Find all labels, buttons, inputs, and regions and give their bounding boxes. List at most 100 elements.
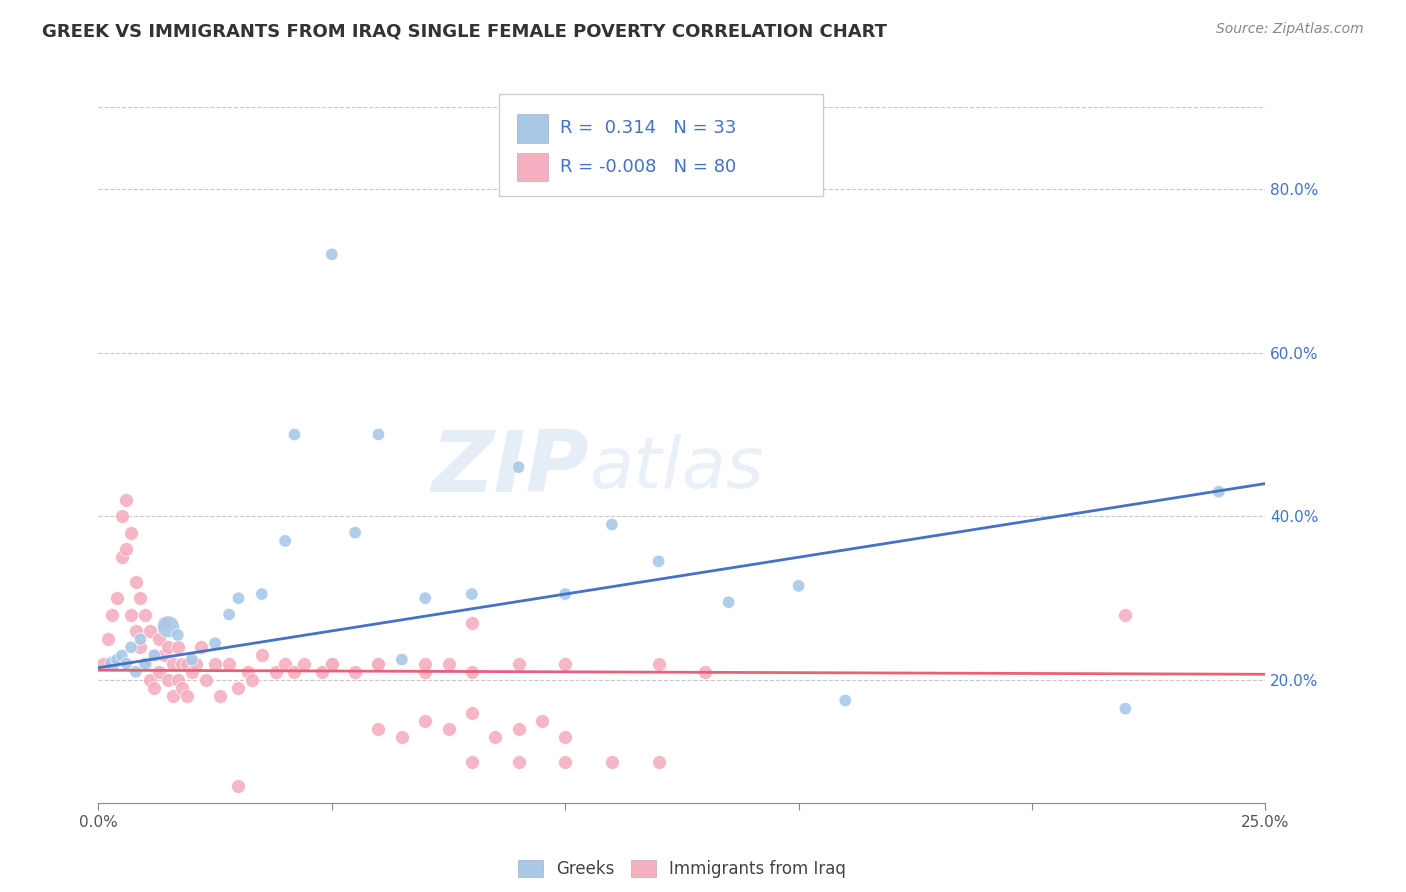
Point <box>647 657 669 671</box>
Point <box>180 665 202 679</box>
Point <box>157 673 180 687</box>
Point <box>208 690 231 704</box>
Point <box>600 755 623 769</box>
Point <box>111 648 134 663</box>
Point <box>283 665 305 679</box>
Point <box>484 731 506 745</box>
Point <box>391 652 413 666</box>
Point <box>1208 484 1230 499</box>
Point <box>176 657 198 671</box>
Point <box>91 657 114 671</box>
Point <box>115 542 138 557</box>
Point <box>413 665 436 679</box>
Point <box>162 657 184 671</box>
Point <box>283 427 305 442</box>
Point <box>717 595 740 609</box>
Point <box>148 632 170 646</box>
Point <box>1114 607 1136 622</box>
Point <box>139 624 162 638</box>
Legend: Greeks, Immigrants from Iraq: Greeks, Immigrants from Iraq <box>510 854 853 885</box>
Point <box>787 579 810 593</box>
Point <box>120 640 142 655</box>
Point <box>176 690 198 704</box>
Point <box>129 632 152 646</box>
Point <box>413 714 436 728</box>
Point <box>129 591 152 606</box>
Point <box>139 673 162 687</box>
Point <box>101 657 124 671</box>
Point <box>437 722 460 736</box>
Point <box>321 657 343 671</box>
Point <box>508 657 530 671</box>
Point <box>148 665 170 679</box>
Point <box>274 533 297 548</box>
Point <box>115 492 138 507</box>
Point <box>530 714 553 728</box>
Text: Source: ZipAtlas.com: Source: ZipAtlas.com <box>1216 22 1364 37</box>
Point <box>391 731 413 745</box>
Point <box>461 706 484 720</box>
Point <box>204 636 226 650</box>
Point <box>125 624 148 638</box>
Point <box>367 657 389 671</box>
Point <box>344 525 367 540</box>
Point <box>190 640 212 655</box>
Point <box>1114 701 1136 715</box>
Point <box>120 525 142 540</box>
Point <box>321 247 343 261</box>
Point <box>101 607 124 622</box>
Point <box>143 648 166 663</box>
Point <box>554 755 576 769</box>
Point <box>242 673 264 687</box>
Point <box>180 652 202 666</box>
Point <box>834 693 856 707</box>
Point <box>508 460 530 475</box>
Point <box>194 673 217 687</box>
Point <box>143 681 166 696</box>
Point <box>367 722 389 736</box>
Point <box>125 574 148 589</box>
Point <box>250 587 273 601</box>
Point <box>344 665 367 679</box>
Point <box>172 681 194 696</box>
Point <box>166 628 188 642</box>
Point <box>111 509 134 524</box>
Point <box>413 657 436 671</box>
Point <box>508 722 530 736</box>
Point <box>292 657 315 671</box>
Text: ZIP: ZIP <box>430 427 589 510</box>
Point <box>461 755 484 769</box>
Text: R =  0.314   N = 33: R = 0.314 N = 33 <box>560 120 735 137</box>
Point <box>204 657 226 671</box>
Point <box>125 665 148 679</box>
Point <box>461 615 484 630</box>
Point <box>120 607 142 622</box>
Point <box>264 665 287 679</box>
Point <box>554 587 576 601</box>
Point <box>157 640 180 655</box>
Point <box>367 657 389 671</box>
Point <box>647 755 669 769</box>
Point <box>228 681 250 696</box>
Point <box>236 665 259 679</box>
Point <box>554 657 576 671</box>
Point <box>250 648 273 663</box>
Point <box>105 591 128 606</box>
Point <box>134 607 156 622</box>
Point <box>695 665 717 679</box>
Text: GREEK VS IMMIGRANTS FROM IRAQ SINGLE FEMALE POVERTY CORRELATION CHART: GREEK VS IMMIGRANTS FROM IRAQ SINGLE FEM… <box>42 22 887 40</box>
Point <box>186 657 208 671</box>
Point <box>105 652 128 666</box>
Point <box>166 673 188 687</box>
Point <box>274 657 297 671</box>
Point <box>115 657 138 671</box>
Point <box>111 550 134 565</box>
Point <box>134 657 156 671</box>
Text: R = -0.008   N = 80: R = -0.008 N = 80 <box>560 158 735 176</box>
Point <box>554 731 576 745</box>
Point <box>157 620 180 634</box>
Point <box>367 427 389 442</box>
Point <box>461 587 484 601</box>
Point <box>152 615 174 630</box>
Point <box>134 657 156 671</box>
